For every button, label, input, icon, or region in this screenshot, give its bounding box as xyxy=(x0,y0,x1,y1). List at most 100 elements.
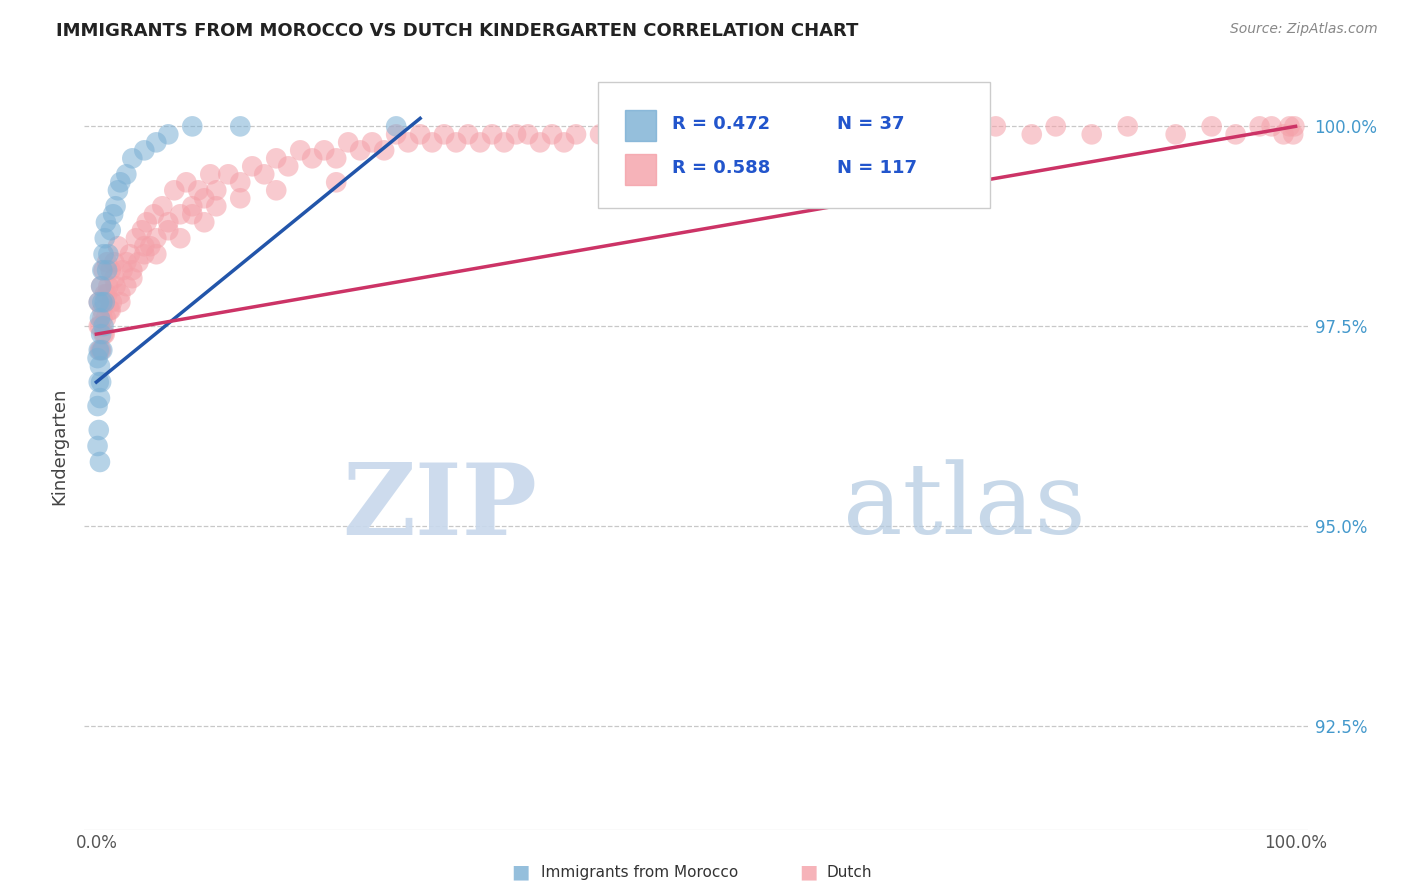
Point xyxy=(115,167,138,181)
Point xyxy=(101,295,124,310)
Point xyxy=(145,231,167,245)
Point xyxy=(553,136,575,150)
Point xyxy=(86,399,108,413)
Text: Dutch: Dutch xyxy=(827,865,872,880)
Point xyxy=(174,175,197,189)
Text: ■: ■ xyxy=(510,863,530,882)
Point xyxy=(103,271,125,285)
Point xyxy=(121,271,143,285)
Point xyxy=(433,128,456,142)
Point xyxy=(115,255,138,269)
Point xyxy=(135,215,157,229)
Point xyxy=(494,136,516,150)
Text: R = 0.588: R = 0.588 xyxy=(672,160,770,178)
Point xyxy=(229,191,252,205)
Point xyxy=(229,175,252,189)
Point xyxy=(145,247,167,261)
Point xyxy=(181,120,204,134)
Text: R = 0.472: R = 0.472 xyxy=(672,115,769,133)
Point xyxy=(87,295,110,310)
Text: Immigrants from Morocco: Immigrants from Morocco xyxy=(541,865,738,880)
Point xyxy=(373,144,395,158)
Point xyxy=(91,303,114,318)
Point xyxy=(181,207,204,221)
Point xyxy=(325,152,347,166)
Point xyxy=(420,136,443,150)
Point xyxy=(127,255,149,269)
Point xyxy=(1260,120,1282,134)
Point xyxy=(101,207,124,221)
Point xyxy=(181,199,204,213)
Point xyxy=(125,231,148,245)
Point xyxy=(91,295,114,310)
Point xyxy=(361,136,384,150)
Point xyxy=(96,263,118,277)
Point xyxy=(89,359,111,373)
Point xyxy=(163,183,186,197)
Point xyxy=(100,263,122,277)
Point xyxy=(139,239,162,253)
Point xyxy=(444,136,467,150)
Point xyxy=(87,343,110,358)
Point xyxy=(93,327,115,342)
Point xyxy=(93,231,117,245)
Point xyxy=(1225,128,1247,142)
Y-axis label: Kindergarten: Kindergarten xyxy=(51,387,69,505)
Point xyxy=(817,128,839,142)
Point xyxy=(87,423,110,437)
Point xyxy=(115,279,138,293)
Text: N = 37: N = 37 xyxy=(837,115,904,133)
Point xyxy=(505,128,527,142)
Point xyxy=(93,287,117,301)
Point xyxy=(91,343,114,358)
Text: Source: ZipAtlas.com: Source: ZipAtlas.com xyxy=(1230,22,1378,37)
Point xyxy=(89,319,111,334)
Point xyxy=(1116,120,1139,134)
Point xyxy=(91,263,114,277)
Point xyxy=(229,120,252,134)
Point xyxy=(1282,128,1305,142)
Point xyxy=(277,159,299,173)
Point xyxy=(1249,120,1271,134)
Point xyxy=(1021,128,1043,142)
Point xyxy=(385,120,408,134)
Point xyxy=(97,279,120,293)
Point xyxy=(145,136,167,150)
Point xyxy=(134,247,156,261)
Point xyxy=(87,319,110,334)
Point xyxy=(468,136,491,150)
Point xyxy=(86,351,108,365)
Point xyxy=(89,391,111,405)
Point xyxy=(1080,128,1102,142)
Point xyxy=(97,247,120,261)
Point xyxy=(889,128,911,142)
Text: ■: ■ xyxy=(799,863,818,882)
Point xyxy=(457,128,479,142)
Text: IMMIGRANTS FROM MOROCCO VS DUTCH KINDERGARTEN CORRELATION CHART: IMMIGRANTS FROM MOROCCO VS DUTCH KINDERG… xyxy=(56,22,859,40)
Point xyxy=(337,136,360,150)
Point xyxy=(134,239,156,253)
Text: ZIP: ZIP xyxy=(342,458,537,556)
Text: atlas: atlas xyxy=(842,459,1085,555)
Point xyxy=(118,247,141,261)
Point xyxy=(90,327,112,342)
Point xyxy=(290,144,312,158)
Point xyxy=(90,343,112,358)
Point xyxy=(93,263,115,277)
Point xyxy=(517,128,540,142)
Point xyxy=(169,231,191,245)
Point xyxy=(264,183,287,197)
Point xyxy=(565,128,588,142)
Text: N = 117: N = 117 xyxy=(837,160,917,178)
Point xyxy=(1284,120,1306,134)
Point xyxy=(100,223,122,237)
Point xyxy=(193,191,215,205)
Point xyxy=(529,136,551,150)
Point xyxy=(90,279,112,293)
Point xyxy=(89,343,111,358)
Point xyxy=(89,311,111,326)
Point xyxy=(200,167,222,181)
Point xyxy=(87,295,110,310)
Point xyxy=(150,199,173,213)
Point xyxy=(93,327,117,342)
